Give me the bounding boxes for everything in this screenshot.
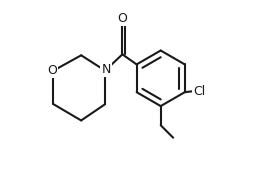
Text: O: O [47,64,57,77]
Text: N: N [101,63,111,76]
Text: Cl: Cl [193,85,206,98]
Text: O: O [117,12,127,25]
